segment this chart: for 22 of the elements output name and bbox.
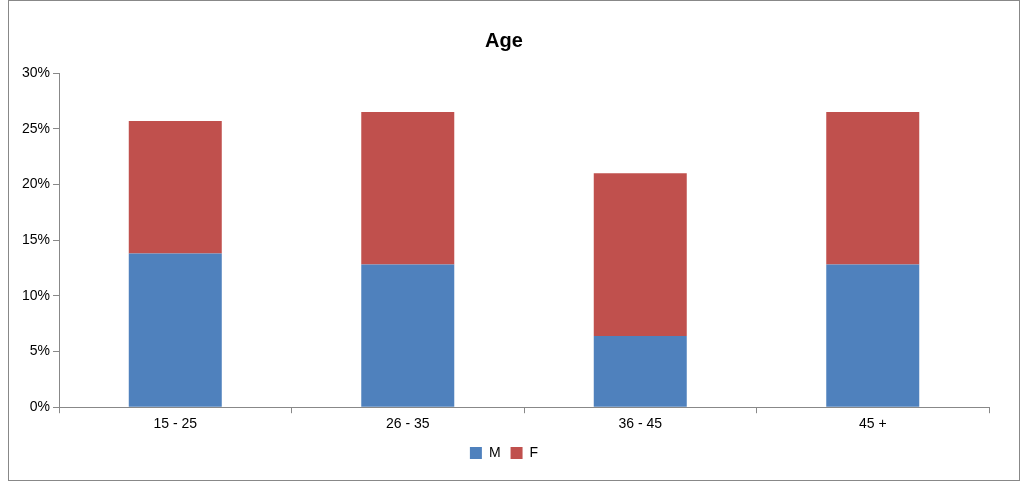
bar (128, 253, 222, 407)
x-tick-label: 26 - 35 (385, 415, 430, 432)
y-tick-label: 15% (21, 230, 51, 247)
bar (361, 111, 455, 265)
legend-label: F (529, 443, 539, 460)
x-tick-label: 36 - 45 (618, 415, 663, 432)
y-tick-label: 5% (29, 342, 51, 359)
legend-label: M (488, 443, 501, 460)
y-tick-label: 0% (29, 398, 51, 415)
chart-title: Age (485, 28, 523, 51)
bar (826, 111, 920, 265)
y-tick-label: 30% (21, 63, 51, 80)
bar (593, 335, 687, 407)
bar (593, 173, 687, 336)
x-tick-label: 15 - 25 (153, 415, 198, 432)
bar (361, 264, 455, 407)
bar (128, 120, 222, 254)
y-tick-label: 20% (21, 175, 51, 192)
y-tick-label: 10% (21, 286, 51, 303)
y-tick-label: 25% (21, 119, 51, 136)
x-tick-label: 45 + (858, 415, 887, 432)
bar (826, 264, 920, 407)
